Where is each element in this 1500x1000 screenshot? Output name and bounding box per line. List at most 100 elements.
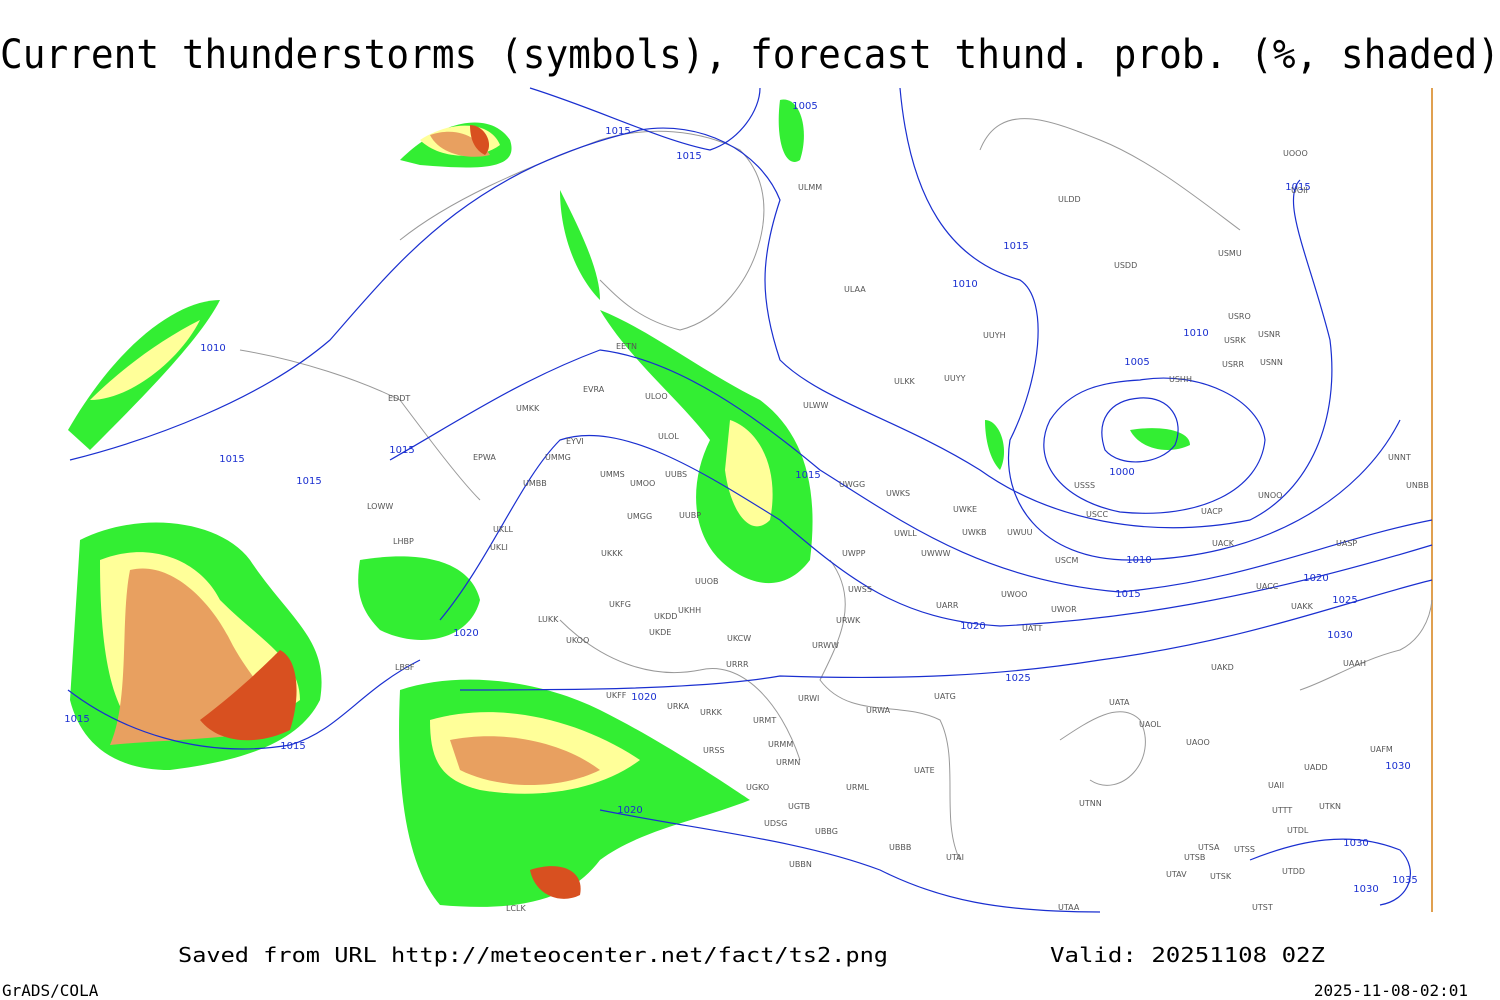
station-code: USDD <box>1114 261 1137 270</box>
isobar-label: 1010 <box>200 343 225 354</box>
station-code: URWA <box>866 706 891 715</box>
station-code: UGKO <box>746 783 769 792</box>
station-code: UWKB <box>962 528 987 537</box>
station-code: UWGG <box>839 480 865 489</box>
station-code: UWLL <box>894 529 917 538</box>
isobar-label: 1020 <box>631 692 656 703</box>
station-code: UMMS <box>600 470 625 479</box>
station-code: UASP <box>1336 539 1357 548</box>
station-code: UMBB <box>523 479 547 488</box>
station-code: EVRA <box>583 385 605 394</box>
timestamp: 2025-11-08-02:01 <box>1314 981 1468 1000</box>
station-code: UTAA <box>1058 903 1080 912</box>
station-code: UBBG <box>815 827 838 836</box>
isobar-label: 1020 <box>1303 573 1328 584</box>
isobar-label: 1015 <box>64 714 89 725</box>
isobar-label: 1015 <box>1285 182 1310 193</box>
station-code: UTSB <box>1184 853 1205 862</box>
station-code: UWOR <box>1051 605 1077 614</box>
station-code: UBBN <box>789 860 812 869</box>
isobar-label: 1000 <box>1109 467 1134 478</box>
station-code: UKKK <box>601 549 623 558</box>
isobar-label: 1010 <box>952 279 977 290</box>
station-code: ULKK <box>894 377 916 386</box>
station-code: EYVI <box>566 437 584 446</box>
station-code: UTSK <box>1210 872 1232 881</box>
station-code: USNR <box>1258 330 1281 339</box>
thunderstorm-probability-shading <box>68 99 1190 907</box>
station-code: UBBB <box>889 843 911 852</box>
station-code: URKK <box>700 708 723 717</box>
station-code: UWPP <box>842 549 866 558</box>
isobar-label: 1025 <box>1332 595 1357 606</box>
station-code: ULOO <box>645 392 668 401</box>
station-code: URMT <box>753 716 776 725</box>
station-code: UKHH <box>678 606 701 615</box>
station-code: UARR <box>936 601 959 610</box>
station-code: UKLI <box>490 543 508 552</box>
station-code: UAFM <box>1370 745 1393 754</box>
station-code: EDDT <box>388 394 410 403</box>
isobar-label: 1015 <box>280 741 305 752</box>
station-code: UACP <box>1201 507 1223 516</box>
station-code: USSS <box>1074 481 1095 490</box>
station-code: UWUU <box>1007 528 1033 537</box>
isobar-label: 1030 <box>1385 761 1410 772</box>
station-code: ULAA <box>844 285 866 294</box>
station-code: USHH <box>1169 375 1192 384</box>
isobar-label: 1015 <box>605 126 630 137</box>
station-code: USRK <box>1224 336 1246 345</box>
station-code: ULMM <box>798 183 822 192</box>
station-code: UKDD <box>654 612 677 621</box>
station-code: UAOL <box>1139 720 1161 729</box>
station-code: UUBP <box>679 511 701 520</box>
station-code: LOWW <box>367 502 393 511</box>
station-code: USRO <box>1228 312 1251 321</box>
station-code: USRR <box>1222 360 1244 369</box>
station-code: UUOB <box>695 577 719 586</box>
valid-time: Valid: 20251108 02Z <box>1050 943 1325 967</box>
station-code: USNN <box>1260 358 1283 367</box>
station-code: UTST <box>1252 903 1273 912</box>
station-code: URWW <box>812 641 839 650</box>
station-code: EETN <box>616 342 637 351</box>
station-code: UACK <box>1212 539 1235 548</box>
station-code: UKCW <box>727 634 751 643</box>
isobar-label: 1015 <box>1003 241 1028 252</box>
station-code: UUYH <box>983 331 1006 340</box>
station-code: UAII <box>1268 781 1284 790</box>
station-code: UKOO <box>566 636 589 645</box>
station-code: LHBP <box>393 537 414 546</box>
isobar-label: 1025 <box>1005 673 1030 684</box>
station-code: LCLK <box>506 904 527 913</box>
station-code: UADD <box>1304 763 1328 772</box>
station-code: UWKE <box>953 505 977 514</box>
station-code: URMM <box>768 740 793 749</box>
station-code: UTTT <box>1272 806 1292 815</box>
station-code: UAKK <box>1291 602 1314 611</box>
isobar-label: 1015 <box>219 454 244 465</box>
software-label: GrADS/COLA <box>2 981 99 1000</box>
station-code: UTAV <box>1166 870 1187 879</box>
isobar-label: 1030 <box>1353 884 1378 895</box>
station-code: URML <box>846 783 869 792</box>
station-code: UDSG <box>764 819 787 828</box>
station-code: UWSS <box>848 585 872 594</box>
source-url: Saved from URL http://meteocenter.net/fa… <box>178 943 888 967</box>
station-code: UMKK <box>516 404 540 413</box>
station-code: UUYY <box>944 374 966 383</box>
station-code: UACC <box>1256 582 1279 591</box>
station-code: URMN <box>776 758 800 767</box>
isobar-label: 1010 <box>1126 555 1151 566</box>
station-code: UATG <box>934 692 956 701</box>
station-code: UUBS <box>665 470 687 479</box>
isobar-label: 1030 <box>1327 630 1352 641</box>
isobar-label: 1020 <box>617 805 642 816</box>
station-code: ULDD <box>1058 195 1081 204</box>
station-code: USCM <box>1055 556 1079 565</box>
isobar-label: 1010 <box>1183 328 1208 339</box>
isobar-label: 1005 <box>792 101 817 112</box>
map-title: Current thunderstorms (symbols), forecas… <box>0 32 1500 78</box>
station-code: ULOL <box>658 432 679 441</box>
